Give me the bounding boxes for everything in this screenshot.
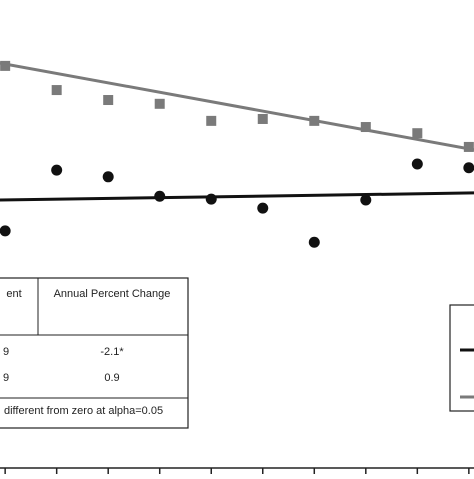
point [154, 98, 165, 109]
table-footnote: different from zero at alpha=0.05 [4, 405, 163, 417]
table-border [0, 277, 189, 429]
legend-box [449, 304, 474, 412]
point [412, 128, 423, 139]
point [360, 194, 372, 206]
point [51, 85, 62, 96]
table-header: ent [6, 288, 21, 300]
point [463, 141, 474, 152]
table-cell: 0.9 [104, 372, 119, 384]
point [308, 236, 320, 248]
table-cell: -2.1* [100, 346, 124, 358]
table-header: Annual Percent Change [54, 288, 171, 300]
point [411, 158, 423, 170]
table: ent Annual Percent Change 9 -2.1* 9 0.9 … [0, 277, 189, 429]
point [309, 115, 320, 126]
point [103, 95, 114, 106]
table-cell: 9 [3, 372, 9, 384]
trend-line [0, 191, 474, 202]
legend [449, 304, 474, 412]
point [205, 193, 217, 205]
point [360, 122, 371, 133]
point [257, 202, 269, 214]
point [206, 115, 217, 126]
point [463, 162, 474, 174]
point [0, 60, 11, 71]
table-cell: 9 [3, 346, 9, 358]
trend-line [0, 61, 474, 152]
point [0, 225, 11, 237]
point [257, 113, 268, 124]
point [102, 171, 114, 183]
point [51, 164, 63, 176]
point [154, 190, 166, 202]
